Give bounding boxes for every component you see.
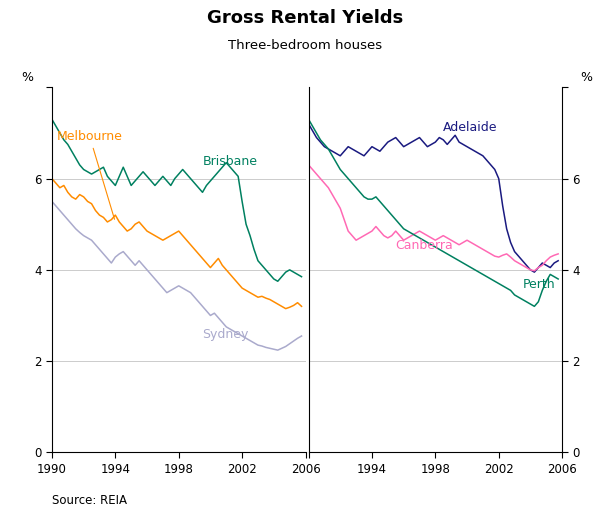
Text: Adelaide: Adelaide (443, 121, 498, 134)
Text: Canberra: Canberra (396, 240, 453, 252)
Text: Perth: Perth (522, 278, 555, 291)
Text: Source: REIA: Source: REIA (52, 494, 127, 507)
Text: Three-bedroom houses: Three-bedroom houses (229, 39, 382, 52)
Text: Brisbane: Brisbane (202, 155, 257, 168)
Text: Sydney: Sydney (202, 328, 249, 341)
Text: %: % (580, 71, 593, 84)
Text: %: % (21, 71, 34, 84)
Text: Gross Rental Yields: Gross Rental Yields (207, 9, 404, 27)
Text: Melbourne: Melbourne (57, 130, 123, 219)
